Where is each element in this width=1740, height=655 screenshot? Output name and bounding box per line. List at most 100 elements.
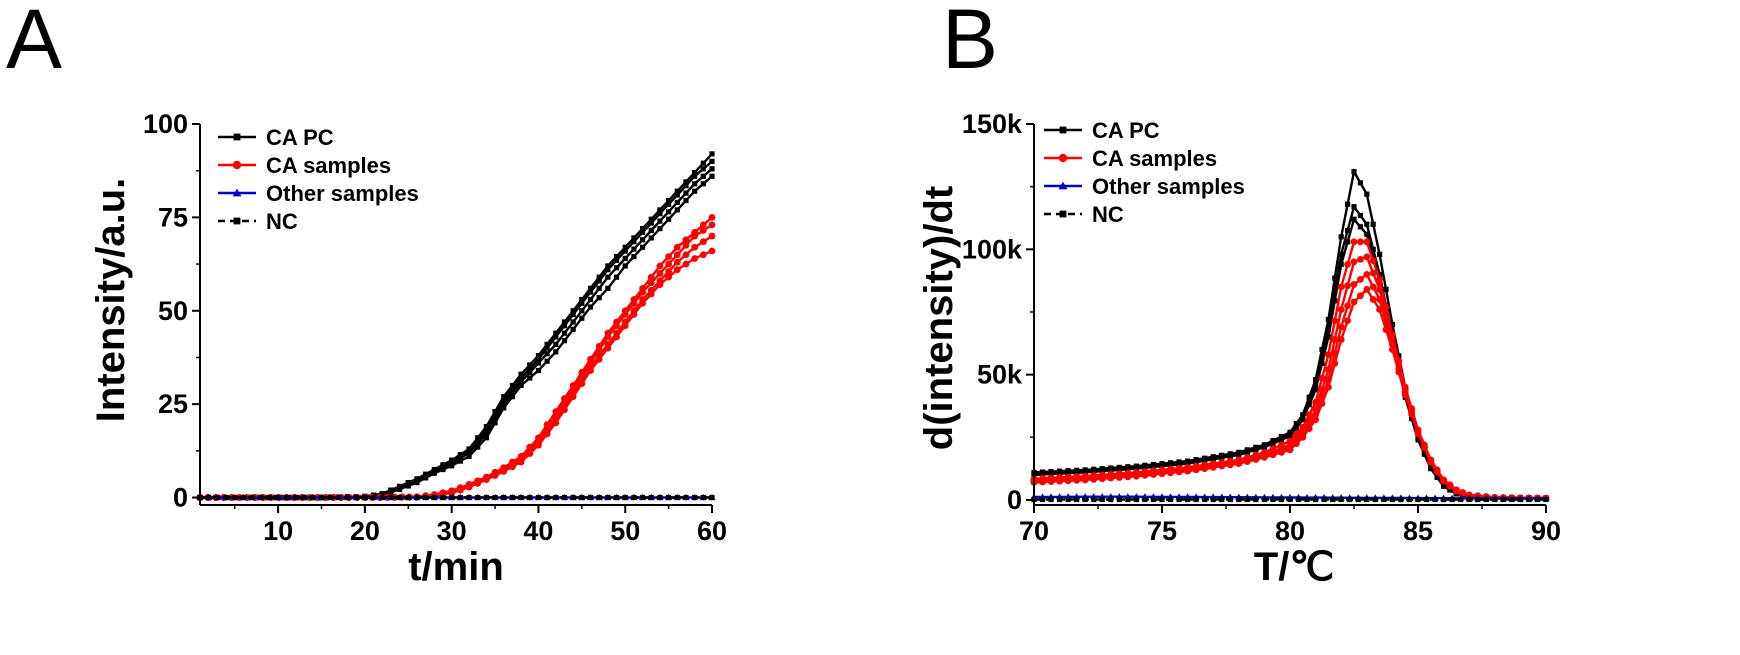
data-point <box>1098 475 1106 483</box>
data-point <box>1458 496 1464 503</box>
data-point <box>1125 496 1131 503</box>
data-point <box>1440 477 1447 485</box>
data-point <box>1363 270 1371 278</box>
data-point <box>1364 496 1370 503</box>
data-point <box>579 300 585 306</box>
data-point <box>604 344 612 352</box>
data-point <box>1406 496 1413 503</box>
data-point <box>647 290 655 298</box>
data-point <box>1344 317 1351 325</box>
data-point <box>570 494 576 501</box>
data-point <box>1345 239 1351 245</box>
data-point <box>692 188 698 194</box>
data-point <box>631 235 637 241</box>
data-point <box>1321 496 1327 503</box>
data-point <box>223 494 229 501</box>
legend-item: Other samples <box>218 181 419 206</box>
series-group <box>1030 168 1550 503</box>
data-point <box>666 494 672 501</box>
data-point <box>1389 496 1395 503</box>
data-point <box>682 251 690 259</box>
data-point <box>648 235 654 241</box>
data-point <box>587 367 594 374</box>
data-point <box>561 330 568 336</box>
data-point <box>1167 462 1174 468</box>
data-point <box>1115 474 1123 481</box>
data-point <box>692 169 698 176</box>
data-point <box>535 494 542 501</box>
data-point <box>266 494 273 501</box>
data-point <box>1193 459 1199 465</box>
data-point <box>1064 477 1072 485</box>
data-point <box>1319 346 1325 353</box>
legend-marker <box>1058 153 1068 163</box>
data-point <box>344 494 351 501</box>
data-point <box>466 494 472 501</box>
data-point <box>448 489 456 497</box>
x-tick-label: 80 <box>1275 516 1305 546</box>
data-point <box>1483 496 1489 503</box>
data-point <box>622 494 628 501</box>
data-point <box>1219 455 1225 461</box>
data-point <box>1278 448 1285 456</box>
series-line <box>1033 240 1547 500</box>
series-line <box>1033 216 1547 500</box>
y-tick-label: 100 <box>143 109 188 139</box>
data-point <box>491 472 499 479</box>
data-point <box>1176 461 1182 468</box>
series-line <box>1033 203 1547 500</box>
data-point <box>1175 468 1183 476</box>
data-point <box>1351 169 1357 175</box>
data-point <box>708 247 716 255</box>
data-point <box>708 232 716 240</box>
data-point <box>1073 476 1081 484</box>
data-point <box>1270 496 1276 503</box>
data-point <box>1091 469 1097 475</box>
data-point <box>1099 496 1105 503</box>
data-point <box>1065 470 1071 476</box>
data-point <box>639 229 646 235</box>
data-point <box>674 188 680 194</box>
data-point <box>1082 496 1088 503</box>
data-point <box>657 225 663 232</box>
data-point <box>579 296 585 303</box>
data-point <box>604 333 612 341</box>
data-point <box>1293 425 1299 431</box>
data-point <box>691 232 699 240</box>
data-point <box>1357 276 1364 283</box>
y-tick-label: 75 <box>158 202 188 232</box>
data-point <box>1261 496 1267 503</box>
data-point <box>475 437 481 444</box>
data-point <box>1543 496 1549 503</box>
data-point <box>613 254 620 260</box>
data-point <box>561 319 568 325</box>
data-point <box>1278 437 1285 443</box>
x-tick-label: 20 <box>350 516 380 546</box>
data-point <box>708 221 716 229</box>
x-axis-title: t/min <box>408 545 504 589</box>
data-point <box>570 308 576 314</box>
data-point <box>613 494 620 501</box>
data-point <box>1423 496 1430 503</box>
legend: CA PC CA samples Other samples NC <box>218 125 419 234</box>
data-point <box>673 258 681 266</box>
data-point <box>1278 496 1285 503</box>
data-point <box>699 238 707 246</box>
series-line <box>200 216 713 499</box>
data-point <box>1414 430 1422 437</box>
data-point <box>1449 496 1455 503</box>
data-point <box>457 455 463 461</box>
data-point <box>1159 496 1165 503</box>
y-tick-label: 50 <box>158 296 188 326</box>
data-point <box>1319 354 1325 360</box>
data-point <box>1299 433 1307 441</box>
data-point <box>388 489 394 495</box>
data-point <box>1253 447 1259 453</box>
data-point <box>483 423 489 430</box>
data-point <box>544 341 550 347</box>
data-point <box>1338 261 1344 267</box>
chart-b: 70 75 80 85 90 0 50k 100k 150k T/℃ d(intensity)/dt… <box>917 109 1561 589</box>
data-point <box>1441 483 1447 489</box>
data-point <box>388 494 394 501</box>
data-point <box>1376 286 1383 293</box>
